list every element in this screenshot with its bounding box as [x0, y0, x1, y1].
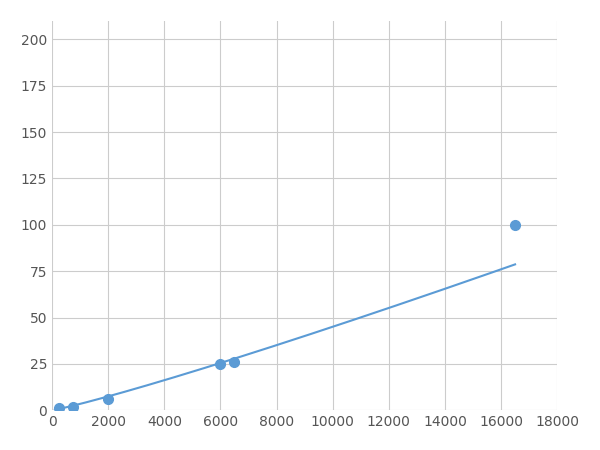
Point [215, 360, 225, 368]
Point [54, 405, 64, 412]
Point [510, 221, 520, 229]
Point [103, 396, 113, 403]
Point [230, 359, 239, 366]
Point [68, 403, 78, 410]
